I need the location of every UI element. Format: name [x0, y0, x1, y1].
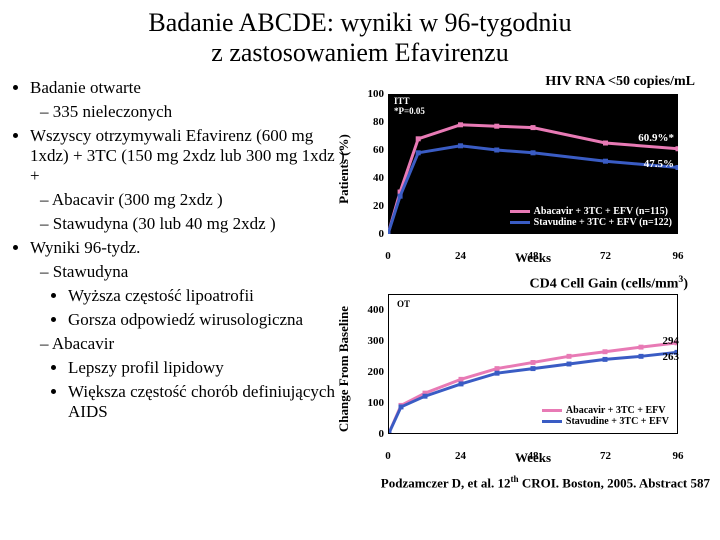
bullet-3: Wyniki 96-tydz. Stawudyna Wyższa częstoś…: [30, 238, 350, 422]
chart-cd4-gain: Change From Baseline CD4 Cell Gain (cell…: [350, 274, 710, 464]
bullet-3-2-2: Większa częstość chorób definiujących AI…: [68, 382, 350, 422]
chart2-xlabel: Weeks: [388, 450, 678, 466]
bullet-1: Badanie otwarte 335 nieleczonych: [30, 78, 350, 122]
chart2-ylabel: Change From Baseline: [336, 306, 352, 432]
chart1-itt: ITT*P=0.05: [394, 96, 425, 116]
bullet-3-1: Stawudyna Wyższa częstość lipoatrofii Go…: [40, 262, 350, 330]
bullet-3-1-1: Wyższa częstość lipoatrofii: [68, 286, 350, 306]
chart2-annot1: 294: [663, 335, 680, 347]
chart2-ot: OT: [397, 299, 410, 309]
citation: Podzamczer D, et al. 12th CROI. Boston, …: [0, 474, 720, 491]
chart2-title: CD4 Cell Gain (cells/mm3): [530, 274, 689, 293]
slide-title: Badanie ABCDE: wyniki w 96-tygodniu z za…: [0, 0, 720, 74]
bullet-2: Wszyscy otrzymywali Efavirenz (600 mg 1x…: [30, 126, 350, 234]
bullet-1-1: 335 nieleczonych: [40, 102, 350, 122]
chart2-annot2: 263: [663, 351, 680, 363]
chart1-title: HIV RNA <50 copies/mL: [545, 74, 695, 90]
chart1-annot1: 60.9%*: [638, 132, 674, 144]
chart-hiv-rna: Patients (%) HIV RNA <50 copies/mL 02040…: [350, 74, 710, 264]
bullet-3-1-2: Gorsza odpowiedź wirusologiczna: [68, 310, 350, 330]
bullet-2-2: Stawudyna (30 lub 40 mg 2xdz ): [40, 214, 350, 234]
chart1-xlabel: Weeks: [388, 250, 678, 266]
bullet-2-1: Abacavir (300 mg 2xdz ): [40, 190, 350, 210]
bullet-list: Badanie otwarte 335 nieleczonych Wszyscy…: [10, 74, 350, 474]
chart1-annot2: 47.5%: [644, 158, 674, 170]
chart1-ylabel: Patients (%): [336, 134, 352, 204]
bullet-3-2-1: Lepszy profil lipidowy: [68, 358, 350, 378]
bullet-3-2: Abacavir Lepszy profil lipidowy Większa …: [40, 334, 350, 422]
